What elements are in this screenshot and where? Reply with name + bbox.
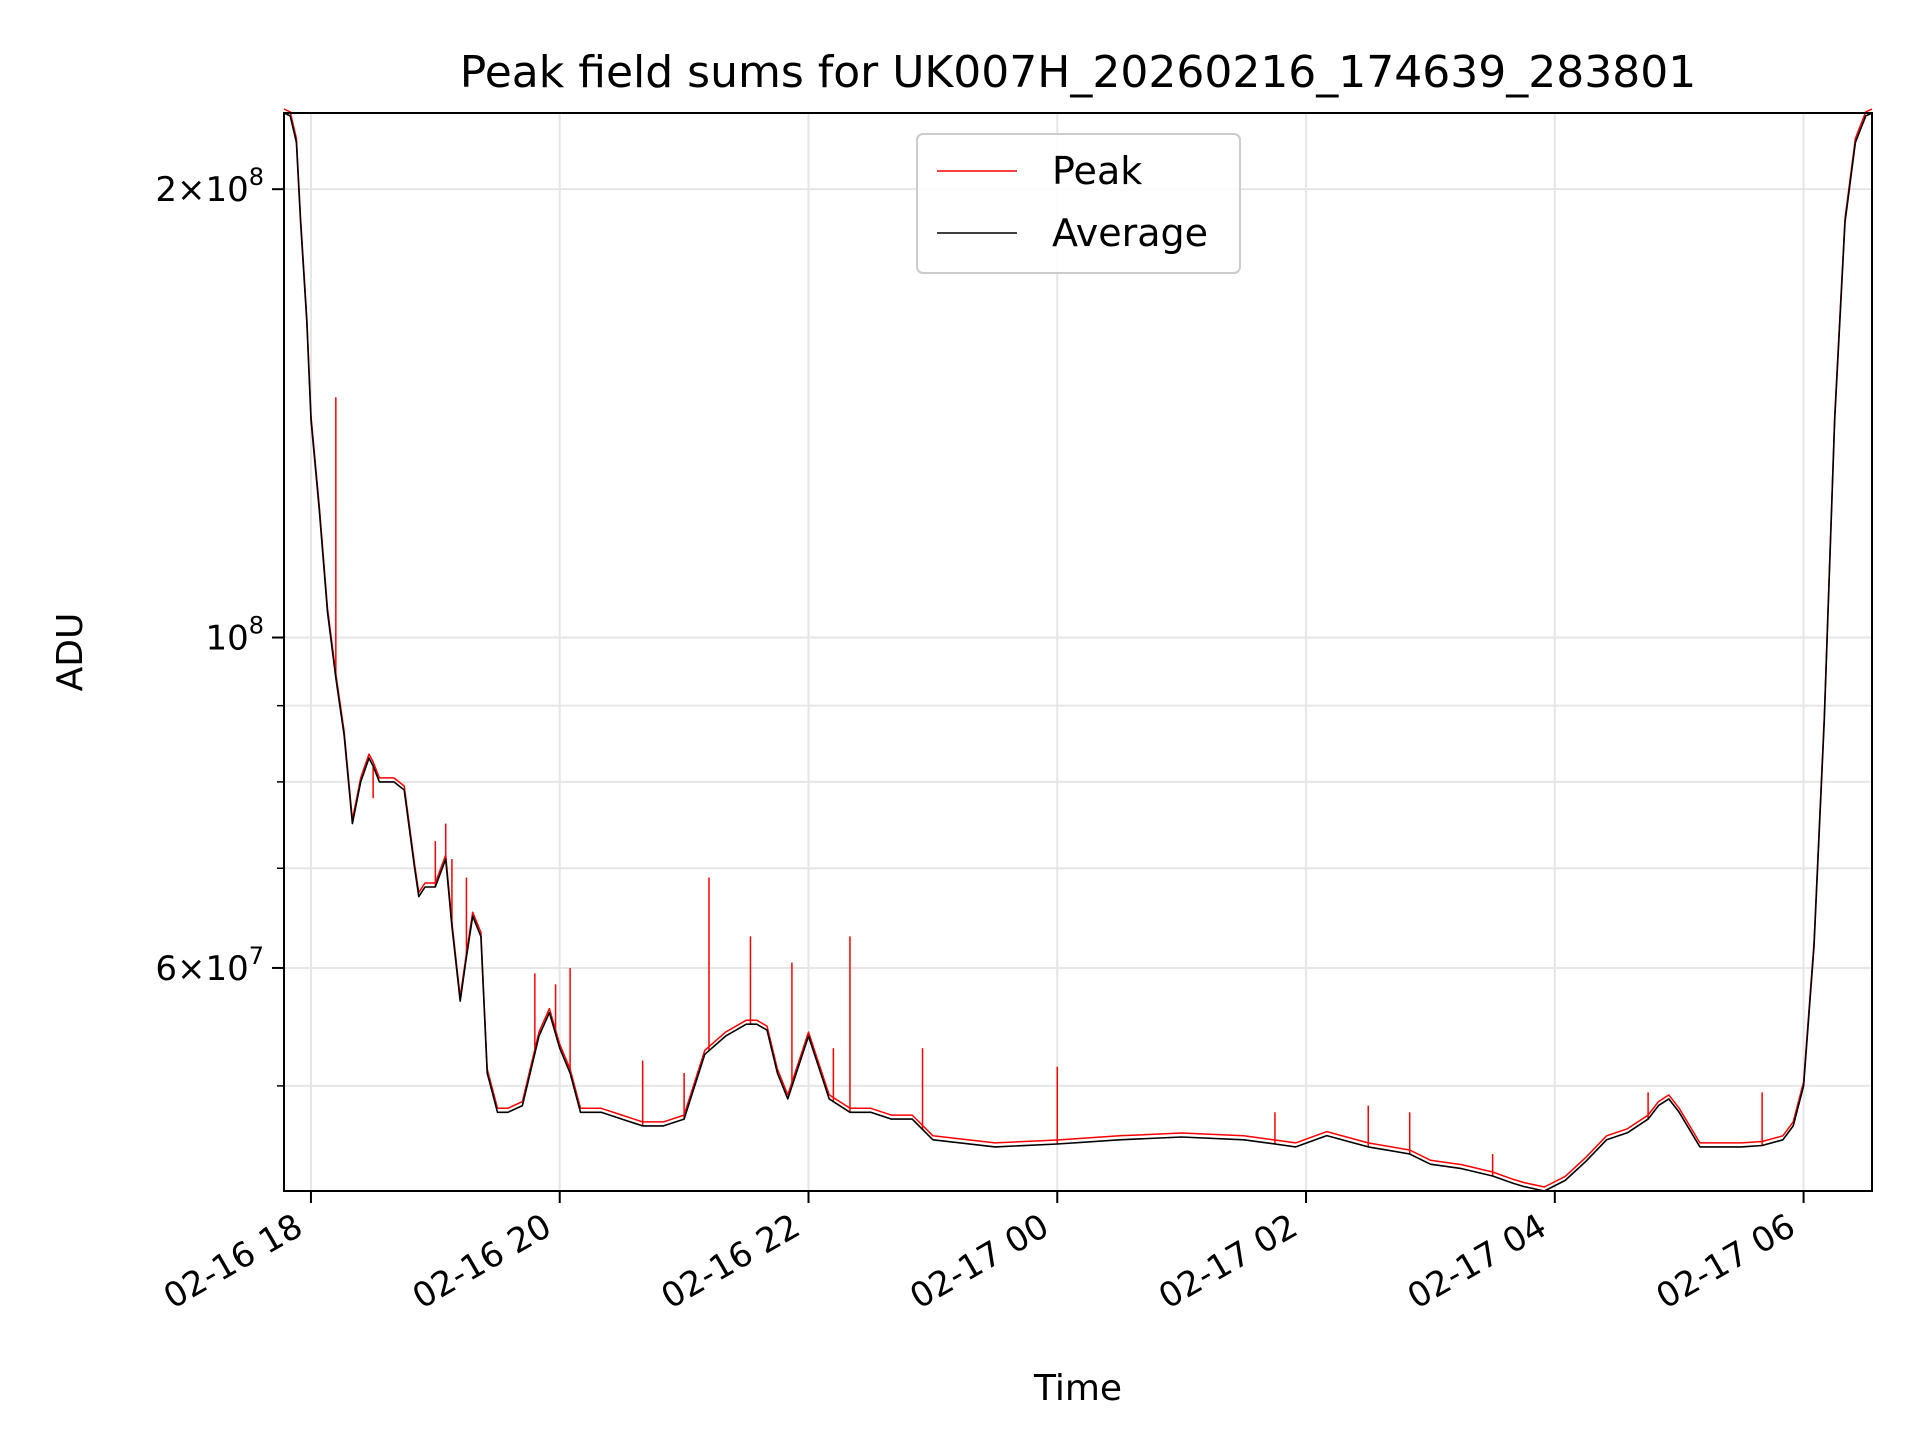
legend: Peak Average [916,133,1241,274]
plot-frame [283,112,1873,1192]
y-tick-label: 6×107 [155,942,264,989]
legend-box [916,133,1241,274]
y-axis-label: ADU [50,613,91,692]
legend-label-average: Average [1052,211,1208,255]
y-tick-label: 2×108 [155,163,264,210]
grid [284,113,1872,1191]
y-tick-label: 108 [205,612,264,659]
series-peak-line [283,108,1873,1188]
x-axis-label: Time [1033,1368,1122,1409]
y-axis: 2×108 108 6×107 [155,163,284,1087]
series-layer [283,108,1873,1192]
legend-label-peak: Peak [1052,149,1142,193]
series-average-line [283,112,1873,1192]
chart-title: Peak field sums for UK007H_20260216_1746… [460,47,1696,98]
